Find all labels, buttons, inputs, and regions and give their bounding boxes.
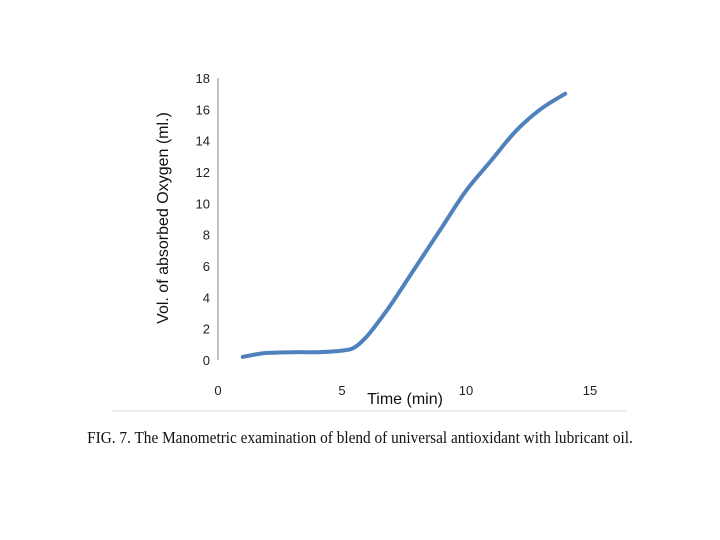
y-tick-label: 8 (203, 228, 210, 243)
data-point (341, 350, 343, 352)
data-point (465, 190, 467, 192)
series-layer (240, 91, 568, 359)
data-point (539, 108, 541, 110)
x-tick-label: 15 (583, 383, 597, 398)
y-tick-labels: 0 2 4 6 8 10 12 14 16 18 (196, 71, 210, 368)
y-tick-label: 16 (196, 102, 210, 117)
data-point (291, 351, 293, 353)
y-tick-label: 2 (203, 322, 210, 337)
y-tick-label: 10 (196, 196, 210, 211)
y-tick-label: 6 (203, 259, 210, 274)
series-line (240, 91, 568, 359)
x-tick-label: 0 (214, 383, 221, 398)
data-point (242, 356, 244, 358)
data-point (515, 130, 517, 132)
figure-caption: FIG. 7. The Manometric examination of bl… (87, 428, 633, 447)
y-tick-label: 4 (203, 290, 210, 305)
x-tick-label: 5 (338, 383, 345, 398)
data-point (564, 93, 566, 95)
data-point (353, 347, 355, 348)
x-tick-labels: 0 5 10 15 (214, 383, 597, 398)
data-point (490, 160, 492, 162)
data-point (415, 265, 417, 267)
data-point (391, 303, 393, 305)
y-tick-label: 18 (196, 71, 210, 86)
data-point (267, 352, 269, 354)
y-tick-label: 0 (203, 353, 210, 368)
y-tick-label: 14 (196, 134, 210, 149)
data-point (378, 320, 380, 322)
x-tick-label: 10 (459, 383, 473, 398)
data-point (366, 336, 368, 337)
data-point (254, 354, 256, 355)
x-axis-title: Time (min) (367, 391, 443, 408)
data-point (440, 227, 442, 229)
y-tick-label: 12 (196, 165, 210, 180)
data-point (316, 351, 318, 353)
y-axis-title: Vol. of absorbed Oxygen (ml.) (155, 112, 172, 324)
